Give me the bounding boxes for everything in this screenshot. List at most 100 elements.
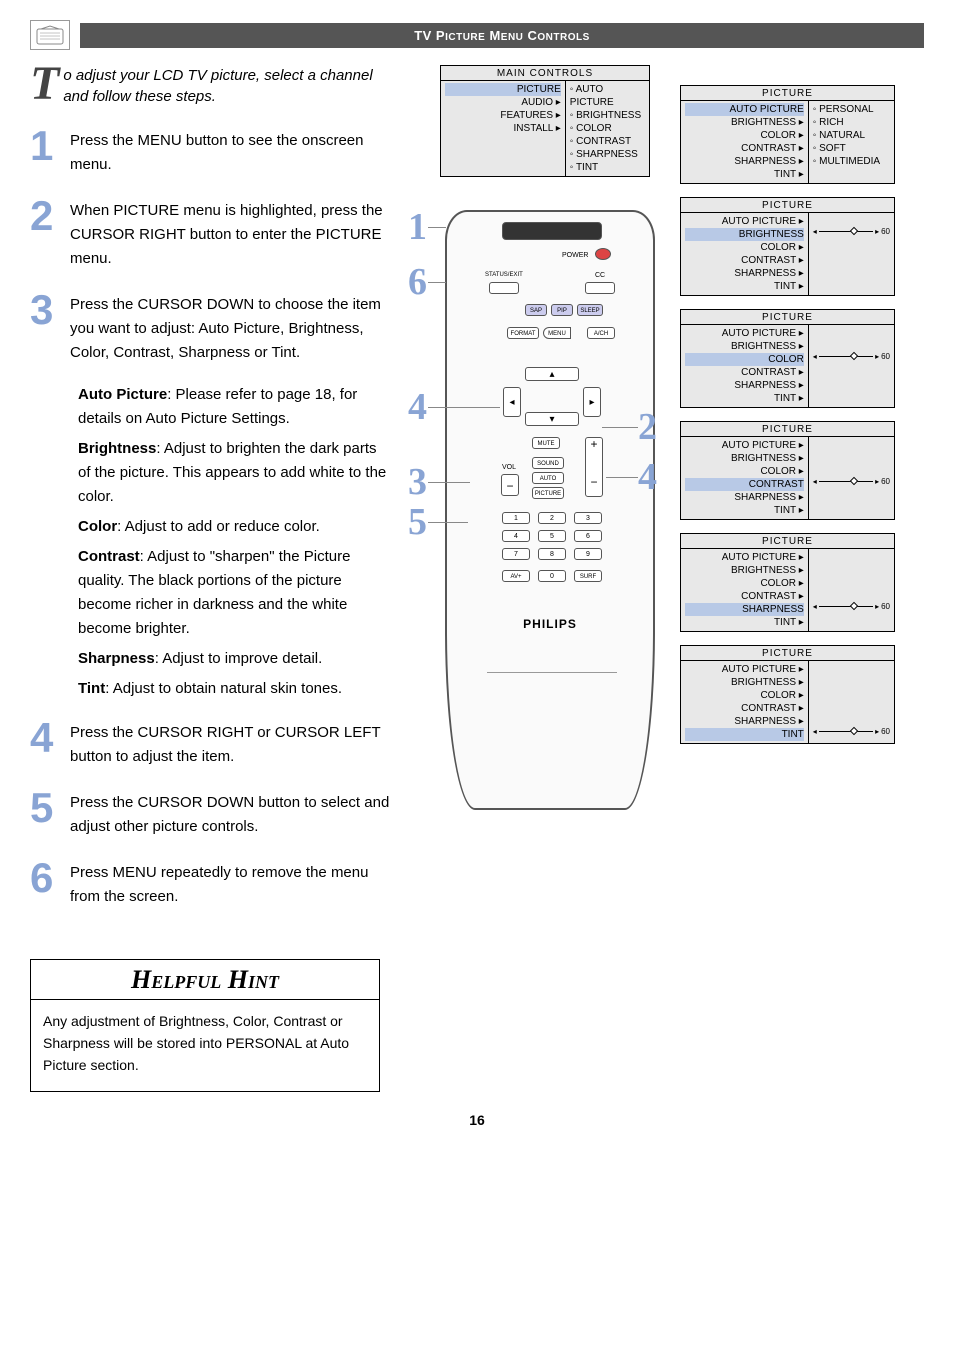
num-3-button[interactable]: 3 xyxy=(574,512,602,524)
status-label: STATUS/EXIT xyxy=(485,272,523,278)
osd-right-menu: ◦ AUTO PICTURE ◦ BRIGHTNESS ◦ COLOR ◦ CO… xyxy=(566,81,649,176)
step-3-sub-tint: Tint: Adjust to obtain natural skin tone… xyxy=(78,677,390,701)
remote-brand: PHILIPS xyxy=(447,617,653,631)
osd-picture-autopicture: PICTURE AUTO PICTURE BRIGHTNESS ▸COLOR ▸… xyxy=(680,85,895,184)
cursor-up-button[interactable]: ▴ xyxy=(525,367,579,381)
hint-title: Helpful Hint xyxy=(31,960,379,1000)
step-4: 4 Press the CURSOR RIGHT or CURSOR LEFT … xyxy=(30,717,390,769)
cursor-down-button[interactable]: ▾ xyxy=(525,412,579,426)
num-1-button[interactable]: 1 xyxy=(502,512,530,524)
num-9-button[interactable]: 9 xyxy=(574,548,602,560)
callout-5-line xyxy=(428,522,468,523)
vol-down-button[interactable]: − xyxy=(501,474,519,496)
sharpness-slider: ◂▸ 60 xyxy=(813,602,890,611)
num-7-button[interactable]: 7 xyxy=(502,548,530,560)
step-3-sub-color: Color: Adjust to add or reduce color. xyxy=(78,515,390,539)
callout-4-right: 4 xyxy=(638,455,657,499)
sleep-button[interactable]: SLEEP xyxy=(577,304,603,316)
vol-label: VOL xyxy=(502,464,516,471)
cc-button[interactable] xyxy=(585,282,615,294)
num-5-button[interactable]: 5 xyxy=(538,530,566,542)
step-text: Press the CURSOR RIGHT or CURSOR LEFT bu… xyxy=(70,717,390,769)
power-button[interactable] xyxy=(595,248,611,260)
step-3-sub-brightness: Brightness: Adjust to brighten the dark … xyxy=(78,437,390,509)
step-3-sub-sharpness: Sharpness: Adjust to improve detail. xyxy=(78,647,390,671)
tint-slider: ◂▸ 60 xyxy=(813,727,890,736)
sap-button[interactable]: SAP xyxy=(525,304,547,316)
step-3: 3 Press the CURSOR DOWN to choose the it… xyxy=(30,289,390,365)
callout-1: 1 xyxy=(408,205,427,249)
ch-rocker[interactable]: +− xyxy=(585,437,603,497)
av-button[interactable]: AV+ xyxy=(502,570,530,582)
illustration-column: MAIN CONTROLS PICTURE AUDIO ▸ FEATURES ▸… xyxy=(410,65,924,1092)
num-8-button[interactable]: 8 xyxy=(538,548,566,560)
brightness-slider: ◂▸ 60 xyxy=(813,227,890,236)
step-3-sub-contrast: Contrast: Adjust to "sharpen" the Pictur… xyxy=(78,545,390,641)
intro-body: o adjust your LCD TV picture, select a c… xyxy=(63,65,390,107)
ach-button[interactable]: A/CH xyxy=(587,327,615,339)
cursor-right-button[interactable]: ▸ xyxy=(583,387,601,417)
format-button[interactable]: FORMAT xyxy=(507,327,539,339)
callout-4-line xyxy=(428,407,500,408)
status-button[interactable] xyxy=(489,282,519,294)
step-5: 5 Press the CURSOR DOWN button to select… xyxy=(30,787,390,839)
step-number: 5 xyxy=(30,787,70,829)
sound-button[interactable]: SOUND xyxy=(532,457,564,469)
menu-button[interactable]: MENU xyxy=(543,327,571,339)
osd-picture-brightness: PICTURE AUTO PICTURE ▸BRIGHTNESSCOLOR ▸C… xyxy=(680,197,895,296)
step-number: 1 xyxy=(30,125,70,167)
instructions-column: T o adjust your LCD TV picture, select a… xyxy=(30,65,390,1092)
hint-body: Any adjustment of Brightness, Color, Con… xyxy=(31,1000,379,1091)
intro-dropcap: T xyxy=(30,65,59,103)
osd-title: MAIN CONTROLS xyxy=(441,66,649,80)
step-6: 6 Press MENU repeatedly to remove the me… xyxy=(30,857,390,909)
osd-picture-color: PICTURE AUTO PICTURE ▸BRIGHTNESS ▸COLORC… xyxy=(680,309,895,408)
ir-window xyxy=(502,222,602,240)
step-text: Press the CURSOR DOWN to choose the item… xyxy=(70,289,390,365)
remote-divider xyxy=(487,672,617,673)
color-slider: ◂▸ 60 xyxy=(813,352,890,361)
power-label: POWER xyxy=(562,252,588,259)
osd-auto-options: ◦ PERSONAL ◦ RICH ◦ NATURAL ◦ SOFT ◦ MUL… xyxy=(809,101,894,183)
pip-button[interactable]: PIP xyxy=(551,304,573,316)
callout-2-line xyxy=(602,427,638,428)
step-text: Press MENU repeatedly to remove the menu… xyxy=(70,857,390,909)
callout-4: 4 xyxy=(408,385,427,429)
callout-1-line xyxy=(428,227,446,228)
osd-picture-contrast: PICTURE AUTO PICTURE ▸BRIGHTNESS ▸COLOR … xyxy=(680,421,895,520)
osd-title: PICTURE xyxy=(681,86,894,100)
callout-3: 3 xyxy=(408,460,427,504)
callout-6-line xyxy=(428,282,446,283)
num-6-button[interactable]: 6 xyxy=(574,530,602,542)
osd-left-menu: PICTURE AUDIO ▸ FEATURES ▸ INSTALL ▸ xyxy=(441,81,566,176)
step-2: 2 When PICTURE menu is highlighted, pres… xyxy=(30,195,390,271)
step-text: Press the MENU button to see the onscree… xyxy=(70,125,390,177)
step-number: 3 xyxy=(30,289,70,331)
osd-picture-tint: PICTURE AUTO PICTURE ▸BRIGHTNESS ▸COLOR … xyxy=(680,645,895,744)
header-tv-icon xyxy=(30,20,70,50)
page-title: TV PICTURE MENU CONTROLS xyxy=(80,23,924,48)
contrast-slider: ◂▸ 60 xyxy=(813,477,890,486)
callout-2: 2 xyxy=(638,405,657,449)
step-number: 6 xyxy=(30,857,70,899)
step-number: 2 xyxy=(30,195,70,237)
num-4-button[interactable]: 4 xyxy=(502,530,530,542)
step-text: Press the CURSOR DOWN button to select a… xyxy=(70,787,390,839)
helpful-hint-box: Helpful Hint Any adjustment of Brightnes… xyxy=(30,959,380,1092)
callout-5: 5 xyxy=(408,500,427,544)
cursor-left-button[interactable]: ◂ xyxy=(503,387,521,417)
page-number: 16 xyxy=(30,1112,924,1128)
step-number: 4 xyxy=(30,717,70,759)
auto-button[interactable]: AUTO xyxy=(532,472,564,484)
num-0-button[interactable]: 0 xyxy=(538,570,566,582)
callout-4r-line xyxy=(606,477,638,478)
picture-button[interactable]: PICTURE xyxy=(532,487,564,499)
page-header: TV PICTURE MENU CONTROLS xyxy=(30,20,924,50)
num-2-button[interactable]: 2 xyxy=(538,512,566,524)
osd-picture-items: AUTO PICTURE BRIGHTNESS ▸COLOR ▸CONTRAST… xyxy=(681,101,809,183)
mute-button[interactable]: MUTE xyxy=(532,437,560,449)
step-text: When PICTURE menu is highlighted, press … xyxy=(70,195,390,271)
step-3-sub-auto-picture: Auto Picture: Please refer to page 18, f… xyxy=(78,383,390,431)
cc-label: CC xyxy=(595,272,605,279)
surf-button[interactable]: SURF xyxy=(574,570,602,582)
